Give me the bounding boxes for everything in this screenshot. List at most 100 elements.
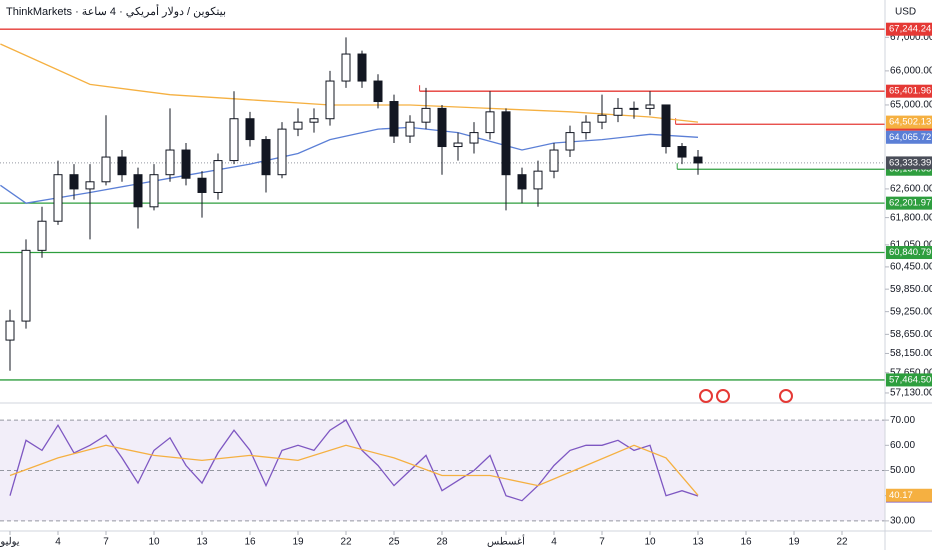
x-tick-label: 19 <box>788 537 800 548</box>
y-tick-label: 58,650.00 <box>890 329 932 340</box>
candle-body <box>245 118 255 141</box>
moving-average <box>0 126 699 204</box>
x-tick-label: 16 <box>244 537 256 548</box>
candle-body <box>549 149 559 172</box>
candle-body <box>613 107 623 116</box>
candle-body <box>181 149 191 179</box>
y-tick-label: 57,130.00 <box>890 388 932 399</box>
y-tick-label: 61,050.00 <box>890 240 932 251</box>
candle-body <box>85 181 95 190</box>
rsi-tick-label: 50.00 <box>890 465 915 476</box>
candle-body <box>69 174 79 190</box>
candle-body <box>213 160 223 193</box>
moving-average-tag <box>886 130 932 144</box>
y-tick-label: 62,600.00 <box>890 184 932 195</box>
candle-body <box>37 220 47 251</box>
x-tick-label: 19 <box>292 537 304 548</box>
candle-body <box>277 128 287 176</box>
candle-body <box>693 156 703 164</box>
x-tick-label: 16 <box>740 537 752 548</box>
back-layer <box>0 28 885 522</box>
level-tag <box>886 22 932 36</box>
moving-average-tag-label: 64,502.13 <box>889 117 931 128</box>
candles-layer <box>5 37 703 371</box>
x-tick-label: 28 <box>436 537 448 548</box>
y-tick-label: 59,250.00 <box>890 306 932 317</box>
y-tick-label: 65,000.00 <box>890 100 932 111</box>
last-price-tag <box>886 156 932 170</box>
event-icon[interactable] <box>716 389 730 403</box>
x-tick-label: 13 <box>692 537 704 548</box>
event-icon[interactable] <box>779 389 793 403</box>
last-price-label: 63,333.39 <box>889 157 931 168</box>
x-tick-label: 7 <box>599 537 605 548</box>
level-tag <box>886 84 932 98</box>
rsi-line <box>9 444 699 496</box>
x-tick-label: 4 <box>551 537 557 548</box>
x-tick-label: 22 <box>340 537 352 548</box>
rsi-line <box>9 419 699 502</box>
candle-body <box>197 177 207 193</box>
candle-body <box>341 53 351 82</box>
y-tick-label: 58,150.00 <box>890 348 932 359</box>
y-tick-label: 61,800.00 <box>890 212 932 223</box>
rsi-tick-label: 70.00 <box>890 415 915 426</box>
y-tick-label: 57,650.00 <box>890 367 932 378</box>
candle-body <box>133 174 143 208</box>
rsi-tick-label: 60.00 <box>890 440 915 451</box>
candle-body <box>149 174 159 208</box>
x-tick-label: أغسطس <box>487 535 525 548</box>
y-tick-label: 59,850.00 <box>890 284 932 295</box>
candle-body <box>469 132 479 144</box>
candle-body <box>421 107 431 123</box>
candle-body <box>661 104 671 148</box>
x-tick-label: 10 <box>644 537 656 548</box>
x-tick-label: 13 <box>196 537 208 548</box>
candle-body <box>5 320 15 341</box>
rsi-line-tag-label: 40.17 <box>889 490 913 501</box>
candle-body <box>101 156 111 183</box>
candle-body <box>597 114 607 123</box>
y-tick-label: 66,000.00 <box>890 66 932 77</box>
event-icons <box>699 389 793 403</box>
level-tag-label: 67,244.24 <box>889 24 931 35</box>
level-tag-label: 65,401.96 <box>889 86 931 97</box>
candle-body <box>309 118 319 123</box>
candle-body <box>405 121 415 137</box>
moving-average-tag-label: 64,065.72 <box>889 132 931 143</box>
level-tag-label: 62,201.97 <box>889 198 931 209</box>
candle-body <box>165 149 175 176</box>
candle-body <box>533 170 543 190</box>
x-tick-label: 10 <box>148 537 160 548</box>
rsi-line-tag <box>886 488 932 502</box>
candle-body <box>261 139 271 176</box>
level-tag-label: 57,464.50 <box>889 374 931 385</box>
y-tick-label: 60,450.00 <box>890 262 932 273</box>
x-tick-label: 25 <box>388 537 400 548</box>
candle-body <box>485 111 495 134</box>
x-tick-label: 7 <box>103 537 109 548</box>
candle-body <box>21 249 31 322</box>
lines-layer <box>0 43 699 502</box>
candle-body <box>645 104 655 109</box>
candle-body <box>565 132 575 151</box>
moving-average-tag <box>886 115 932 129</box>
candle-body <box>357 53 367 82</box>
candle-body <box>117 156 127 176</box>
rsi-tick-label: 30.00 <box>890 516 915 527</box>
currency: USD <box>895 7 916 18</box>
y-tick-label: 67,000.00 <box>890 32 932 43</box>
moving-average <box>0 43 699 123</box>
candle-body <box>581 121 591 134</box>
level-tag <box>886 246 932 260</box>
event-icon[interactable] <box>699 389 713 403</box>
level-tag <box>886 373 932 387</box>
level-tag-label: 60,840.79 <box>889 247 931 258</box>
candle-body <box>437 107 447 148</box>
level-tag <box>886 196 932 210</box>
candle-body <box>229 118 239 162</box>
candle-body <box>325 80 335 120</box>
candle-body <box>389 101 399 137</box>
axis-layer: 67,000.00 66,000.00 65,000.00 62,600.00 61,8… <box>0 22 932 548</box>
